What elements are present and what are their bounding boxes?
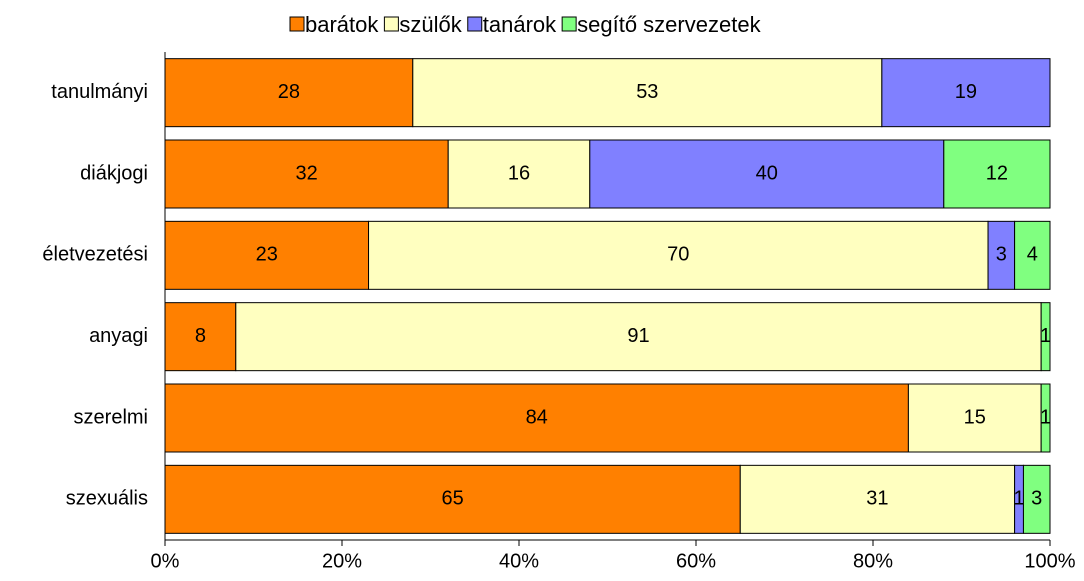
data-label: 53 <box>636 81 658 103</box>
data-label: 40 <box>756 162 778 184</box>
legend-label: szülők <box>399 12 462 37</box>
legend-label: tanárok <box>483 12 557 37</box>
y-tick-label: tanulmányi <box>51 81 148 103</box>
bar-segment <box>164 464 741 534</box>
bar-segment <box>164 139 449 209</box>
x-tick-label: 20% <box>322 550 362 572</box>
legend-label: segítő szervezetek <box>577 12 761 37</box>
legend-swatch <box>289 16 305 32</box>
data-label: 19 <box>955 81 977 103</box>
bar-segment <box>1014 220 1051 290</box>
legend-swatch <box>561 16 577 32</box>
x-tick-label: 0% <box>151 550 180 572</box>
bar-segment <box>1040 383 1051 453</box>
bar-segment <box>881 58 1051 128</box>
y-tick-label: életvezetési <box>42 244 148 266</box>
bar-segment <box>164 58 414 128</box>
y-tick-label: szerelmi <box>74 406 148 428</box>
bar-segment <box>164 302 237 372</box>
bar-segment <box>1022 464 1051 534</box>
data-label: 31 <box>866 488 888 510</box>
data-label: 4 <box>1027 244 1038 266</box>
data-label: 1 <box>1040 406 1051 428</box>
bar-segment <box>987 220 1016 290</box>
bar-segment <box>739 464 1016 534</box>
y-tick-label: anyagi <box>89 325 148 347</box>
data-label: 1 <box>1040 325 1051 347</box>
bar-segment <box>164 383 909 453</box>
data-label: 91 <box>627 325 649 347</box>
bar-segment <box>164 220 370 290</box>
bar-segment <box>235 302 1042 372</box>
y-tick-label: diákjogi <box>80 162 148 184</box>
x-tick-label: 40% <box>499 550 539 572</box>
bar-segment <box>943 139 1051 209</box>
bar-segment <box>368 220 989 290</box>
legend-swatch <box>383 16 399 32</box>
data-label: 15 <box>964 406 986 428</box>
data-label: 16 <box>508 162 530 184</box>
x-tick-label: 60% <box>676 550 716 572</box>
legend-swatch <box>467 16 483 32</box>
data-label: 3 <box>996 244 1007 266</box>
bar-segment <box>907 383 1042 453</box>
data-label: 65 <box>442 488 464 510</box>
data-label: 12 <box>986 162 1008 184</box>
bar-segment <box>412 58 883 128</box>
bar-segment <box>447 139 591 209</box>
data-label: 3 <box>1031 488 1042 510</box>
y-tick-label: szexuális <box>66 488 148 510</box>
x-tick-label: 80% <box>853 550 893 572</box>
x-tick-label: 100% <box>1024 550 1075 572</box>
data-label: 28 <box>278 81 300 103</box>
bar-segment <box>589 139 945 209</box>
bar-segment <box>1040 302 1051 372</box>
data-label: 1 <box>1013 488 1024 510</box>
legend-label: barátok <box>305 12 379 37</box>
data-label: 23 <box>256 244 278 266</box>
data-label: 32 <box>295 162 317 184</box>
data-label: 8 <box>195 325 206 347</box>
data-label: 84 <box>526 406 548 428</box>
data-label: 70 <box>667 244 689 266</box>
